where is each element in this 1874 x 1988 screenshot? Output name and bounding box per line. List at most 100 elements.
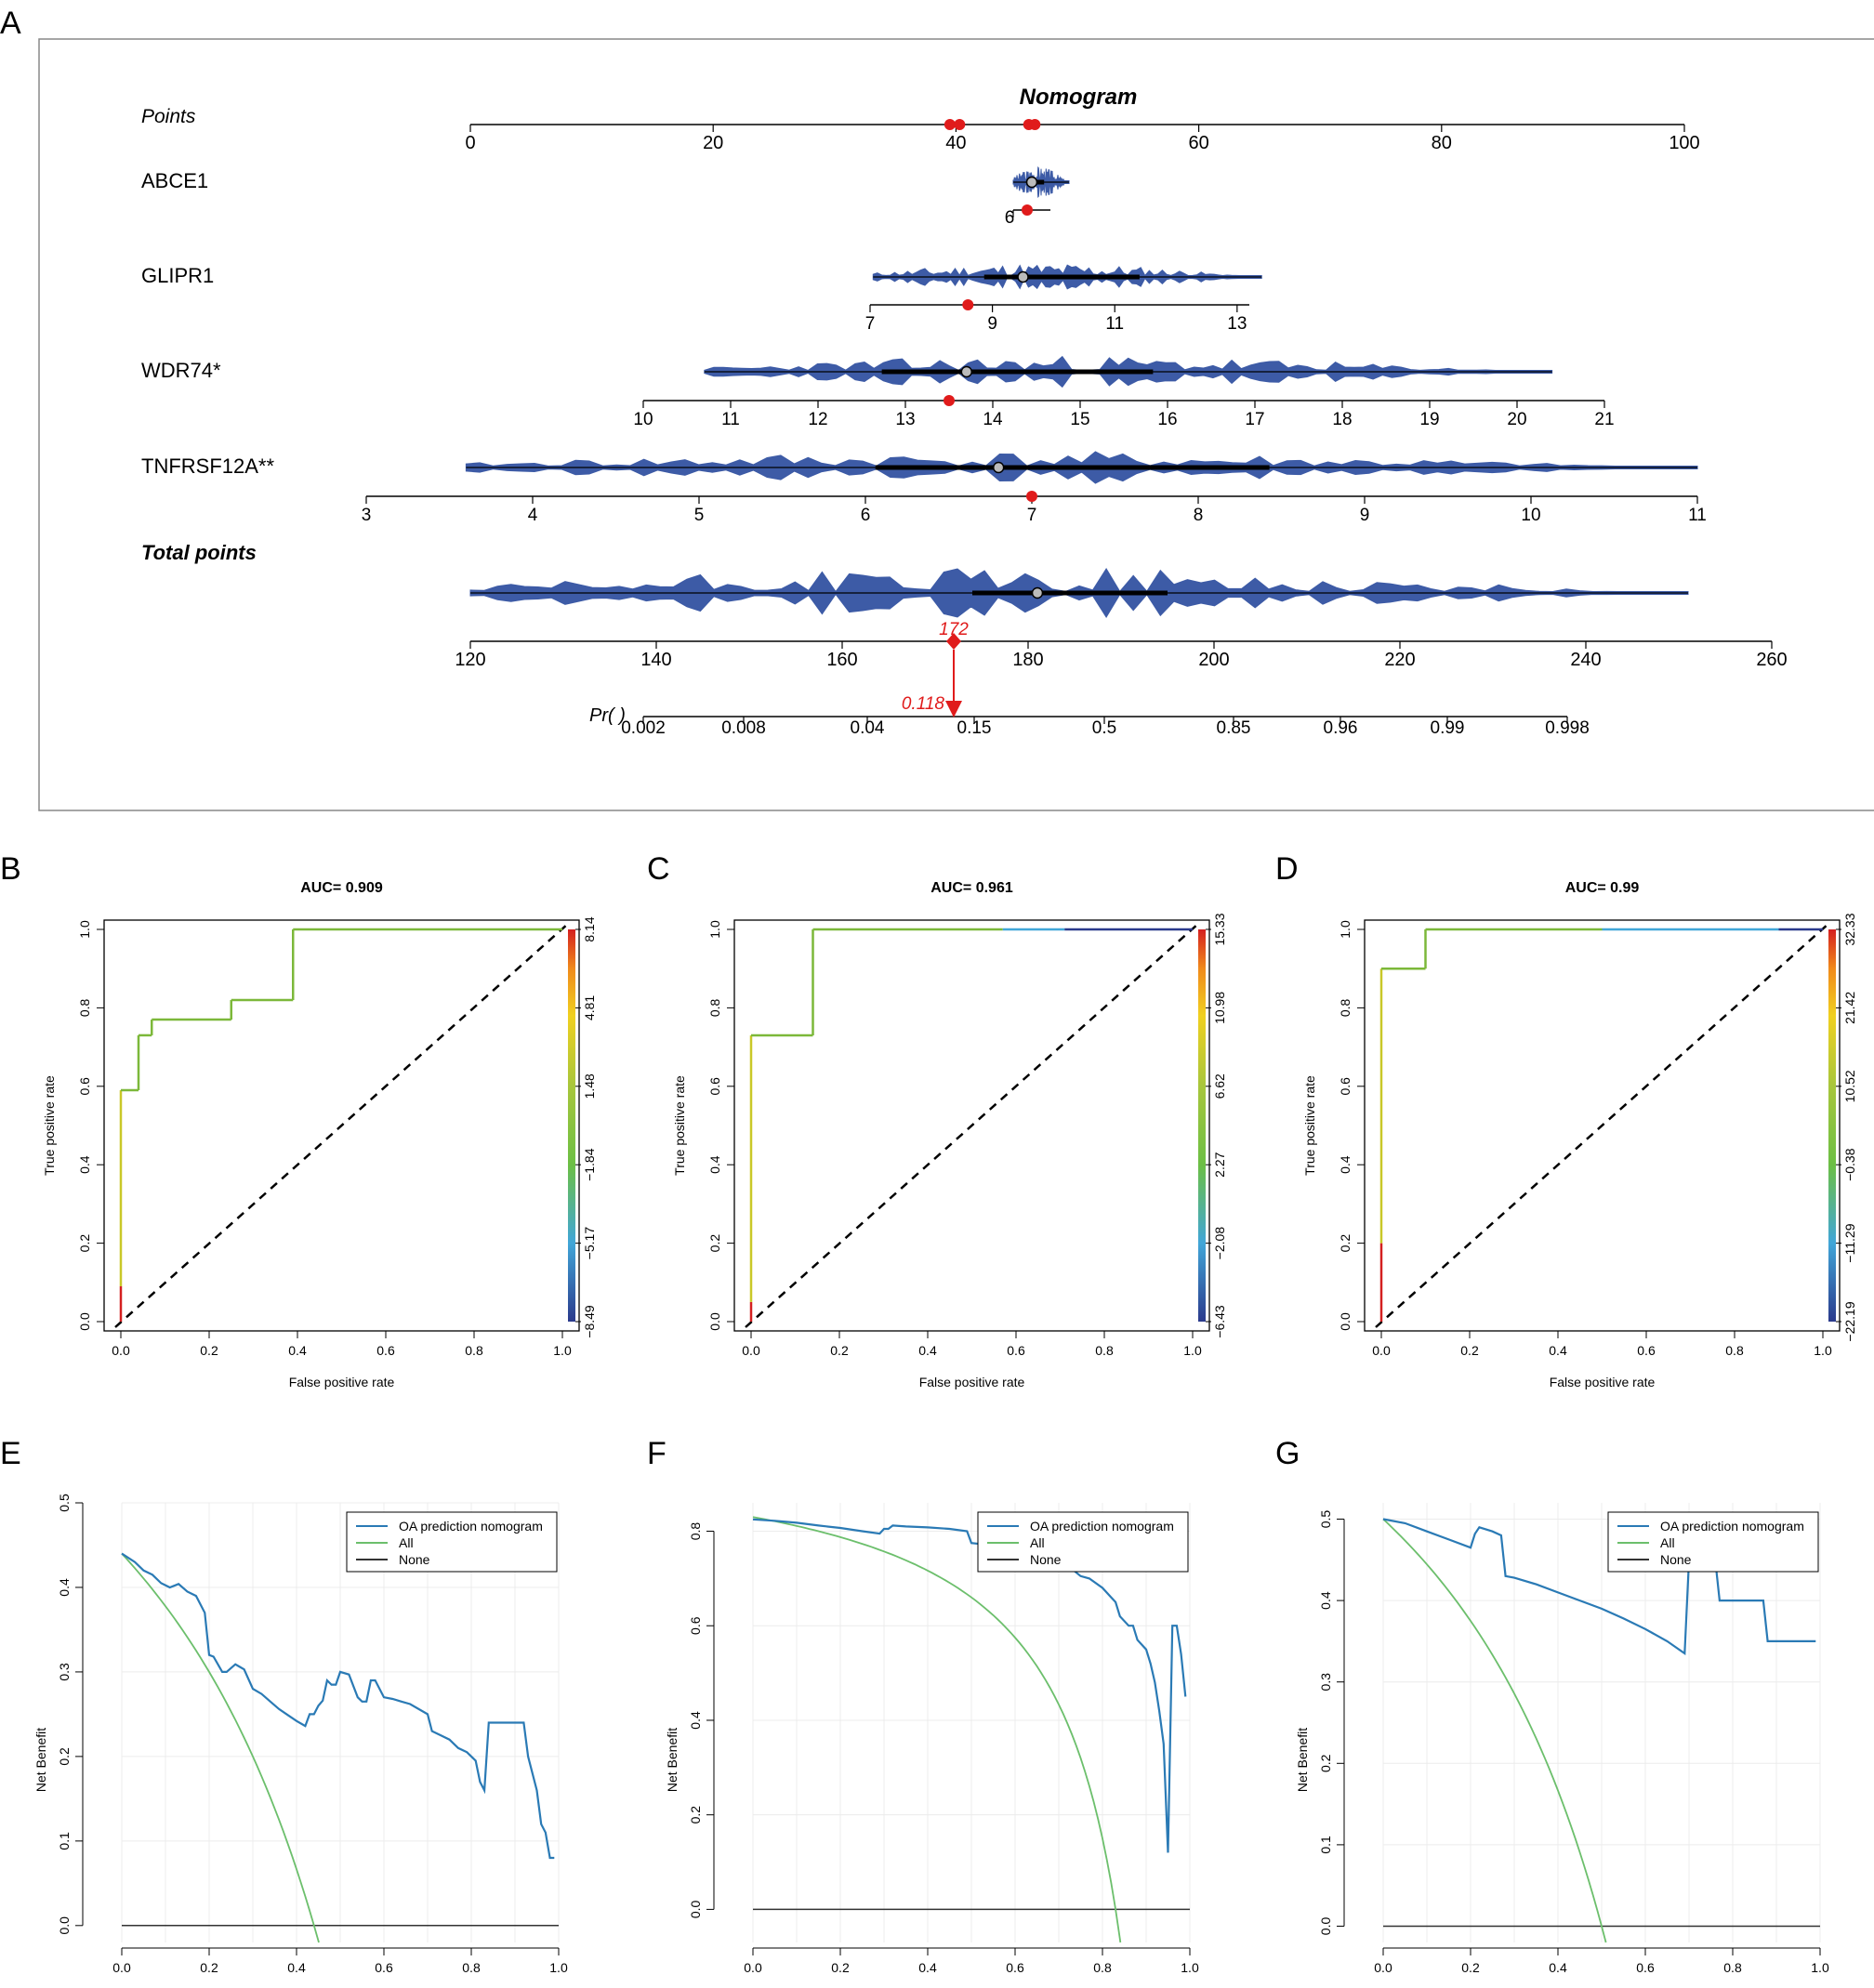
roc-c-colorbar-label: 2.27 bbox=[1212, 1152, 1227, 1177]
roc-c-colorbar-label: 6.62 bbox=[1212, 1073, 1227, 1099]
roc-c-ytick-label: 0.8 bbox=[707, 998, 722, 1017]
var1-name: ABCE1 bbox=[141, 169, 208, 192]
dca-g-ylabel: Net Benefit bbox=[1295, 1728, 1310, 1792]
roc-b-xtick-label: 0.4 bbox=[288, 1343, 307, 1358]
roc-b-ytick-label: 0.4 bbox=[77, 1155, 92, 1174]
var4-tick-label: 8 bbox=[1194, 506, 1204, 525]
dca-f-ytick-label: 0.8 bbox=[688, 1522, 703, 1541]
roc-d-xtick-label: 0.4 bbox=[1549, 1343, 1567, 1358]
var4-tick-label: 5 bbox=[694, 506, 705, 525]
prob-tick-label: 0.008 bbox=[721, 718, 766, 738]
dca-f-ytick-label: 0.0 bbox=[688, 1900, 703, 1918]
roc-b-colorbar-label: 8.14 bbox=[582, 916, 597, 941]
panel-letter-b: B bbox=[0, 851, 21, 887]
roc-d-colorbar bbox=[1828, 929, 1836, 1322]
total-median bbox=[1031, 586, 1044, 599]
panel-letter-a: A bbox=[0, 6, 21, 41]
dca-f-ylabel: Net Benefit bbox=[665, 1728, 680, 1792]
var4-tick-label: 10 bbox=[1521, 506, 1540, 525]
dca-g-ytick-label: 0.4 bbox=[1318, 1591, 1333, 1610]
dca-e-legend-label: All bbox=[399, 1535, 414, 1550]
dca-f-xtick-label: 0.2 bbox=[831, 1960, 850, 1975]
var1-median bbox=[1025, 176, 1038, 189]
dca-e-xtick-label: 0.0 bbox=[112, 1960, 131, 1975]
var2-tick-label: 9 bbox=[987, 314, 997, 334]
total-tick-label: 160 bbox=[826, 650, 857, 670]
dca-g-xtick-label: 0.4 bbox=[1549, 1960, 1567, 1975]
roc-b-title: AUC= 0.909 bbox=[300, 880, 383, 896]
roc-c-colorbar-label: −6.43 bbox=[1212, 1305, 1227, 1338]
panel-letter-d: D bbox=[1275, 851, 1299, 887]
roc-c-colorbar-label: −2.08 bbox=[1212, 1227, 1227, 1260]
points-tick-label: 100 bbox=[1669, 133, 1699, 153]
dca-e-legend-label: OA prediction nomogram bbox=[399, 1519, 543, 1534]
roc-c-xlabel: False positive rate bbox=[919, 1375, 1025, 1389]
roc-b-xtick-label: 1.0 bbox=[553, 1343, 572, 1358]
roc-b-ylabel: True positive rate bbox=[42, 1075, 57, 1176]
prob-tick-label: 0.998 bbox=[1545, 718, 1590, 738]
roc-b-colorbar bbox=[568, 929, 575, 1322]
var3-tick-label: 18 bbox=[1332, 410, 1352, 429]
var4-name: TNFRSF12A** bbox=[141, 454, 274, 478]
points-tick-label: 0 bbox=[465, 133, 475, 153]
roc-c-diagonal bbox=[745, 923, 1199, 1328]
var4-tick-label: 11 bbox=[1688, 506, 1707, 525]
total-tick-label: 140 bbox=[640, 650, 671, 670]
var1-tick-label: 6 bbox=[1005, 208, 1015, 228]
roc-c-xtick-label: 0.6 bbox=[1007, 1343, 1025, 1358]
dca-f-xtick-label: 1.0 bbox=[1181, 1960, 1199, 1975]
dca-g-ytick-label: 0.5 bbox=[1318, 1510, 1333, 1529]
points-marker bbox=[954, 119, 966, 130]
panel-letters: A B C D E F G bbox=[0, 6, 1300, 1471]
roc-b-diagonal bbox=[114, 923, 569, 1328]
roc-c-xtick-label: 0.4 bbox=[918, 1343, 937, 1358]
total-value-label: 172 bbox=[939, 620, 969, 639]
dca-f-all-curve bbox=[752, 1516, 1122, 1943]
roc-d-colorbar-label: 10.52 bbox=[1842, 1070, 1857, 1102]
total-tick-label: 260 bbox=[1756, 650, 1787, 670]
var2-tick-label: 11 bbox=[1105, 314, 1124, 334]
panel-letter-c: C bbox=[647, 851, 670, 887]
var3-median bbox=[960, 365, 973, 378]
panel-letter-g: G bbox=[1275, 1436, 1300, 1471]
roc-d-xtick-label: 0.6 bbox=[1637, 1343, 1656, 1358]
roc-d-ytick-label: 0.8 bbox=[1338, 998, 1353, 1017]
prob-tick-label: 0.04 bbox=[851, 718, 885, 738]
dca-g-ytick-label: 0.1 bbox=[1318, 1836, 1333, 1854]
var2-median bbox=[1017, 270, 1029, 283]
var4-marker bbox=[1026, 491, 1037, 502]
prob-axis-label: Pr( ) bbox=[589, 705, 626, 726]
roc-c-ytick-label: 0.4 bbox=[707, 1155, 722, 1174]
var2-tick-label: 13 bbox=[1227, 314, 1247, 334]
roc-d-xtick-label: 0.2 bbox=[1460, 1343, 1479, 1358]
var3-tick-label: 15 bbox=[1070, 410, 1089, 429]
var4-tick-label: 3 bbox=[362, 506, 372, 525]
dca-f-legend-label: OA prediction nomogram bbox=[1030, 1519, 1174, 1534]
roc-b-xtick-label: 0.0 bbox=[112, 1343, 130, 1358]
roc-c-colorbar-label: 10.98 bbox=[1212, 992, 1227, 1024]
var4-tick-label: 9 bbox=[1360, 506, 1370, 525]
dca-e-xtick-label: 0.2 bbox=[200, 1960, 218, 1975]
points-marker bbox=[944, 119, 956, 130]
roc-c-colorbar bbox=[1198, 929, 1206, 1322]
roc-c-ytick-label: 0.0 bbox=[707, 1312, 722, 1331]
roc-b-colorbar-label: −5.17 bbox=[582, 1227, 597, 1260]
prob-value-label: 0.118 bbox=[902, 694, 945, 714]
dca-f-xtick-label: 0.0 bbox=[744, 1960, 762, 1975]
dca-f-xtick-label: 0.4 bbox=[918, 1960, 937, 1975]
dca-e-ytick-label: 0.4 bbox=[57, 1578, 72, 1597]
total-tick-label: 120 bbox=[455, 650, 485, 670]
dca-e-xtick-label: 1.0 bbox=[549, 1960, 568, 1975]
var3-tick-label: 16 bbox=[1157, 410, 1177, 429]
roc-d-frame bbox=[1364, 919, 1841, 1332]
roc-c-ylabel: True positive rate bbox=[672, 1075, 687, 1176]
roc-c-ytick-label: 0.6 bbox=[707, 1077, 722, 1096]
dca-g-ytick-label: 0.0 bbox=[1318, 1917, 1333, 1936]
var2-tick-label: 7 bbox=[865, 314, 876, 334]
roc-c-colorbar-label: 15.33 bbox=[1212, 913, 1227, 945]
var4-tick-label: 4 bbox=[528, 506, 538, 525]
prob-tick-label: 0.5 bbox=[1092, 718, 1116, 738]
roc-c-title: AUC= 0.961 bbox=[930, 880, 1013, 896]
dca-e-ytick-label: 0.1 bbox=[57, 1832, 72, 1850]
